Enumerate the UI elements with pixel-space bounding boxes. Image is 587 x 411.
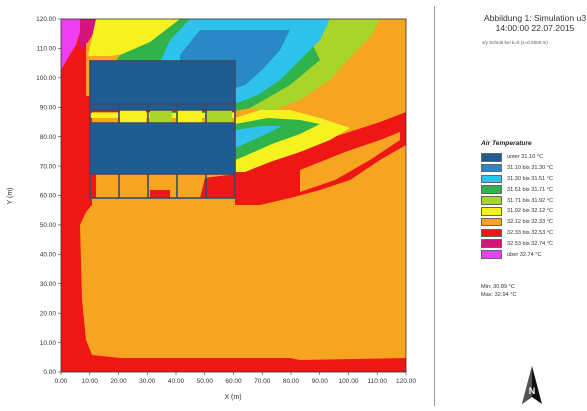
y-tick-label: 90.00	[40, 104, 57, 111]
east-cyan-plume	[235, 126, 282, 148]
min-max-readout: Min: 30.89 °C Max: 32.94 °C	[481, 284, 517, 299]
x-tick-label: 110.00	[368, 378, 388, 385]
legend-label: 32.53 bis 32.74 °C	[507, 240, 554, 247]
x-tick-label: 90.00	[312, 378, 329, 385]
x-tick-label: 40.00	[168, 378, 185, 385]
legend-swatch	[481, 196, 502, 205]
legend-title: Air Temperature	[481, 140, 532, 147]
x-tick-label: 60.00	[225, 378, 242, 385]
x-tick-label: 50.00	[197, 378, 214, 385]
legend-entry: 31.30 bis 31.51 °C	[481, 174, 553, 185]
legend-label: 31.92 bis 32.12 °C	[507, 208, 554, 215]
building-block-north	[90, 61, 235, 110]
building-block-south	[90, 123, 235, 174]
x-tick-label: 80.00	[283, 378, 300, 385]
legend-entry: 31.10 bis 31.30 °C	[481, 163, 553, 174]
legend-swatch	[481, 207, 502, 216]
y-tick-label: 80.00	[40, 134, 57, 141]
legend-swatch	[481, 250, 502, 259]
y-tick-label: 120.00	[36, 16, 56, 23]
figure-title: Abbildung 1: Simulation u3 14:00:00 22.0…	[455, 13, 587, 33]
y-tick-label: 30.00	[40, 281, 57, 288]
y-axis-ticks: 0.00 10.00 20.00 30.00 40.00 50.00 60.00 70.00 8…	[36, 16, 61, 376]
legend-entry: 31.71 bis 31.92 °C	[481, 195, 553, 206]
max-value: Max: 32.94 °C	[481, 291, 517, 298]
x-axis-label: X (m)	[224, 394, 241, 401]
middle-row-cells	[120, 110, 202, 123]
legend-entry: unter 31.10 °C	[481, 152, 553, 163]
legend-swatch	[481, 185, 502, 195]
y-tick-label: 100.00	[36, 75, 56, 82]
legend-label: unter 31.10 °C	[507, 154, 544, 161]
legend: unter 31.10 °C 31.10 bis 31.30 °C 31.30 bi…	[481, 152, 553, 260]
north-magenta-zone	[61, 19, 80, 70]
y-tick-label: 0.00	[43, 369, 56, 376]
y-tick-label: 110.00	[37, 46, 57, 53]
east-red-plume	[235, 112, 406, 205]
legend-label: 31.10 bis 31.30 °C	[507, 165, 554, 172]
y-tick-label: 70.00	[40, 163, 57, 170]
temperature-map: 0.00 10.00 20.00 30.00 40.00 50.00 60.00 70.00 8…	[7, 16, 416, 401]
legend-swatch	[481, 174, 502, 184]
legend-label: 31.30 bis 31.51 °C	[507, 175, 554, 182]
legend-swatch	[481, 153, 502, 162]
building-outline	[89, 60, 236, 199]
y-tick-label: 10.00	[40, 340, 57, 347]
y-tick-label: 40.00	[40, 252, 57, 259]
figure-title-line2: 14:00:00 22.07.2015	[495, 23, 575, 33]
x-tick-label: 0.00	[55, 378, 68, 385]
legend-entry: 32.53 bis 32.74 °C	[481, 238, 553, 249]
legend-label: über 32.74 °C	[507, 251, 542, 258]
legend-entry: 32.33 bis 32.53 °C	[481, 228, 553, 239]
legend-entry: über 32.74 °C	[481, 249, 553, 260]
legend-entry: 31.51 bis 31.71 °C	[481, 184, 553, 195]
east-orange-island	[300, 132, 400, 192]
min-value: Min: 30.89 °C	[481, 284, 515, 290]
y-tick-label: 60.00	[40, 193, 57, 200]
legend-entry: 32.12 bis 32.33 °C	[481, 217, 553, 228]
figure-title-line1: Abbildung 1: Simulation u3	[483, 13, 587, 23]
y-axis-label: Y (m)	[7, 188, 14, 205]
x-tick-label: 30.00	[139, 378, 156, 385]
legend-entry: 31.92 bis 32.12 °C	[481, 206, 553, 217]
svg-text:N: N	[529, 386, 536, 396]
legend-label: 32.12 bis 32.33 °C	[507, 219, 554, 226]
panel-divider	[434, 6, 435, 406]
x-tick-label: 70.00	[254, 378, 271, 385]
x-axis-ticks: 0.00 10.00 20.00 30.00 40.00 50.00 60.00 70.00 8…	[55, 372, 416, 385]
x-tick-label: 100.00	[339, 378, 359, 385]
legend-label: 32.33 bis 32.53 °C	[507, 229, 554, 236]
middle-row-cells-green	[150, 110, 232, 123]
section-note: x/y Schnitt bei k=0 (z=0.2000 m)	[482, 40, 548, 45]
legend-label: 31.51 bis 31.71 °C	[507, 186, 554, 193]
legend-label: 31.71 bis 31.92 °C	[507, 197, 554, 204]
legend-swatch	[481, 163, 502, 173]
north-arrow-icon: N	[522, 366, 542, 404]
north-lightgreen-zone	[250, 19, 380, 112]
legend-swatch	[481, 239, 502, 249]
x-tick-label: 120.00	[396, 378, 416, 385]
y-tick-label: 20.00	[40, 310, 57, 317]
legend-swatch	[481, 217, 502, 227]
x-tick-label: 20.00	[110, 378, 127, 385]
legend-swatch	[481, 228, 502, 238]
y-tick-label: 50.00	[40, 222, 57, 229]
x-tick-label: 10.00	[82, 378, 99, 385]
